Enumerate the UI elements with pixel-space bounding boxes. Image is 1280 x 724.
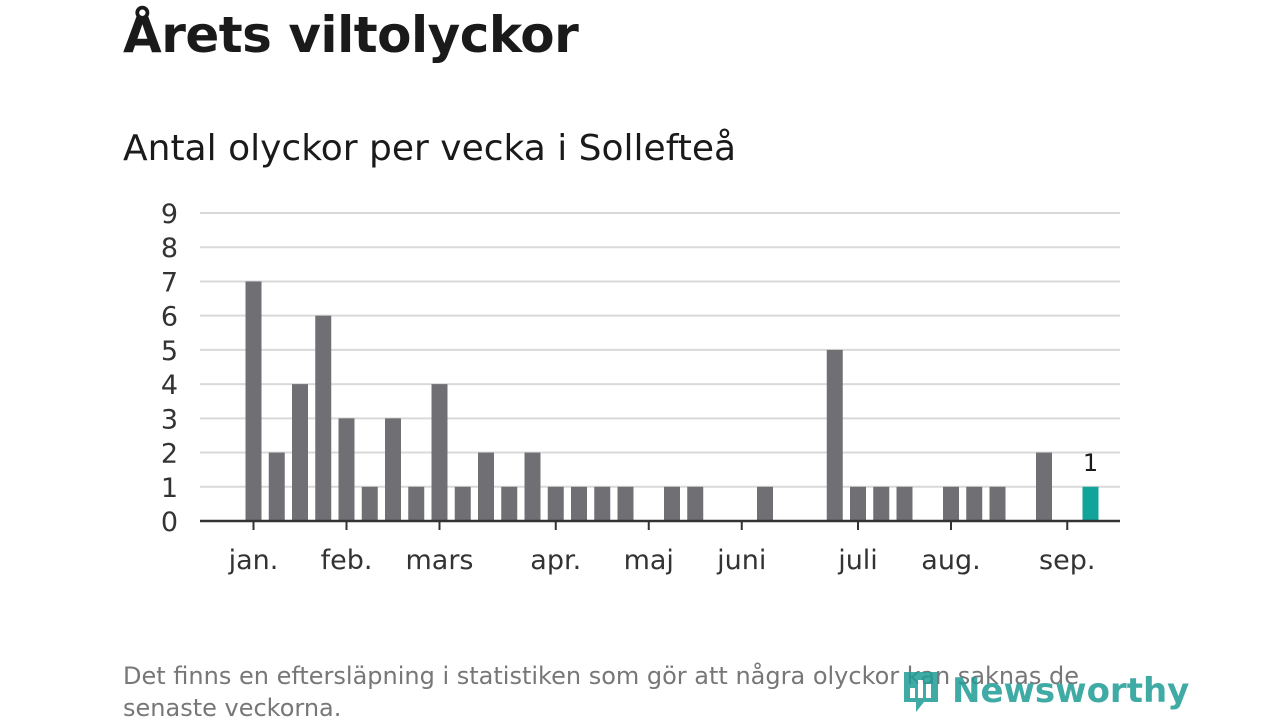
bar (990, 487, 1006, 521)
bar (757, 487, 773, 521)
y-tick-label: 3 (161, 404, 178, 435)
bar (339, 418, 355, 521)
newsworthy-logo: Newsworthy (900, 668, 1189, 714)
y-tick-label: 5 (161, 336, 178, 367)
x-tick-label: jan. (228, 545, 279, 576)
bar (478, 453, 494, 521)
y-tick-label: 8 (161, 233, 178, 264)
x-tick-label: maj (624, 545, 674, 576)
newsworthy-logo-icon (900, 668, 942, 714)
x-tick-label: aug. (921, 545, 980, 576)
bar-chart: 01234567891jan. feb. mars apr. maj juni juli au… (0, 0, 1280, 720)
x-tick-label: apr. (530, 545, 581, 576)
bar (618, 487, 634, 521)
bar (850, 487, 866, 521)
y-tick-label: 9 (161, 199, 178, 230)
bar (943, 487, 959, 521)
bar (897, 487, 913, 521)
bar (966, 487, 982, 521)
x-tick-label: sep. (1039, 545, 1095, 576)
bar (246, 281, 262, 521)
bar (455, 487, 471, 521)
bar (873, 487, 889, 521)
data-label: 1 (1083, 449, 1098, 477)
bar (548, 487, 564, 521)
bar (408, 487, 424, 521)
y-tick-label: 2 (161, 439, 178, 470)
bar (525, 453, 541, 521)
logo-text: Newsworthy (952, 671, 1189, 711)
bar (362, 487, 378, 521)
y-tick-label: 4 (161, 370, 178, 401)
x-tick-label: juni (716, 545, 766, 576)
bar (1036, 453, 1052, 521)
bar (687, 487, 703, 521)
bar-highlight (1083, 487, 1099, 521)
bar (385, 418, 401, 521)
bar (315, 316, 331, 521)
y-tick-label: 6 (161, 302, 178, 333)
x-tick-label: juli (837, 545, 878, 576)
y-tick-label: 0 (161, 507, 178, 538)
x-tick-label: feb. (321, 545, 373, 576)
bar (664, 487, 680, 521)
bar (292, 384, 308, 521)
y-tick-label: 7 (161, 267, 178, 298)
bar (594, 487, 610, 521)
bar (501, 487, 517, 521)
bar (827, 350, 843, 521)
bar (269, 453, 285, 521)
y-tick-label: 1 (161, 473, 178, 504)
bar (571, 487, 587, 521)
bar (432, 384, 448, 521)
x-tick-label: mars (405, 545, 473, 576)
